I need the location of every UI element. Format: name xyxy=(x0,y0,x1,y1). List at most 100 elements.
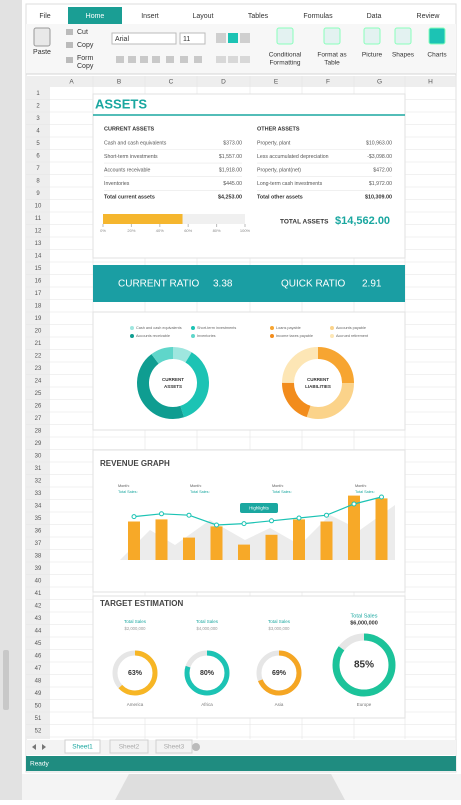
tool-label[interactable]: Table xyxy=(324,60,340,67)
row-header: 8 xyxy=(36,178,40,184)
highlight-pill xyxy=(240,503,278,513)
sheet-tab[interactable] xyxy=(155,739,193,754)
annotation: Month: xyxy=(118,484,130,488)
target-sales-value: $2,000,000 xyxy=(125,626,147,631)
progress-tick-label: 40% xyxy=(156,228,164,233)
align-icon[interactable] xyxy=(228,56,238,63)
font-size[interactable]: 11 xyxy=(183,36,190,43)
legend-label: Short-term investments xyxy=(197,326,236,330)
paste-icon xyxy=(33,27,51,47)
table-label: Property, plant(net) xyxy=(257,168,301,174)
tool-label[interactable]: Conditional xyxy=(269,52,302,59)
progress-tick-label: 100% xyxy=(240,228,251,233)
monitor-side xyxy=(0,0,22,800)
paste-button[interactable]: Paste xyxy=(33,49,51,56)
ribbon-tab[interactable]: Review xyxy=(417,13,441,20)
ribbon-tab[interactable]: File xyxy=(39,13,50,20)
format-icon[interactable] xyxy=(166,56,174,63)
format-copy-button[interactable]: Form xyxy=(77,55,94,62)
section-title: REVENUE GRAPH xyxy=(100,459,170,468)
row-header: 15 xyxy=(35,266,42,272)
revenue-line xyxy=(133,496,382,526)
row-header: 26 xyxy=(35,403,42,409)
revenue-bar xyxy=(210,526,223,560)
row-header: 32 xyxy=(35,478,42,484)
row-header: 22 xyxy=(35,353,42,359)
row-header: 23 xyxy=(35,366,42,372)
gauge-arc xyxy=(112,650,158,696)
ribbon-tab[interactable]: Data xyxy=(367,13,382,20)
tool-label[interactable]: Charts xyxy=(427,52,447,59)
tool-label[interactable]: Shapes xyxy=(392,52,415,59)
donut-segment xyxy=(282,347,354,419)
tool-icon[interactable] xyxy=(323,27,341,45)
sheet-tab-label[interactable]: Sheet2 xyxy=(119,744,140,751)
align-icon[interactable] xyxy=(216,33,226,43)
table-header: OTHER ASSETS xyxy=(257,126,300,132)
copy-button[interactable]: Copy xyxy=(77,42,94,49)
annotation: Total Sales: xyxy=(355,490,375,494)
gauge-label: 69% xyxy=(272,670,287,677)
active-tab xyxy=(68,7,122,24)
gauge-label: 80% xyxy=(200,670,215,677)
sheet-nav-prev[interactable] xyxy=(32,744,36,750)
row-header: 28 xyxy=(35,428,42,434)
ribbon-tab[interactable]: Tables xyxy=(248,13,269,20)
format-icon[interactable] xyxy=(140,56,148,63)
clip-icon xyxy=(66,42,73,48)
row-header: 6 xyxy=(36,153,40,159)
row-header: 49 xyxy=(35,691,42,697)
format-icon[interactable] xyxy=(116,56,124,63)
tool-icon[interactable] xyxy=(363,27,381,45)
tool-label[interactable]: Picture xyxy=(362,52,383,59)
format-icon[interactable] xyxy=(180,56,188,63)
table-total: $10,309.00 xyxy=(365,194,392,200)
annotation: Month: xyxy=(190,484,202,488)
sheet-tab-label[interactable]: Sheet3 xyxy=(164,744,185,751)
gauge-arc xyxy=(256,650,302,696)
target-region: Europe xyxy=(357,702,372,707)
ribbon-tab[interactable]: Insert xyxy=(141,13,159,20)
tool-label[interactable]: Format as xyxy=(317,52,347,59)
column-header: D xyxy=(221,79,226,86)
format-icon[interactable] xyxy=(152,56,160,63)
format-copy-button[interactable]: Copy xyxy=(77,63,94,70)
cut-button[interactable]: Cut xyxy=(77,29,88,36)
annotation: Total Sales: xyxy=(190,490,210,494)
add-sheet[interactable] xyxy=(192,743,200,751)
revenue-bar xyxy=(375,498,388,560)
font-name[interactable]: Arial xyxy=(115,36,129,43)
format-icon[interactable] xyxy=(128,56,136,63)
donut-segment xyxy=(137,347,209,419)
table-total-label: Total current assets xyxy=(104,194,155,200)
revenue-bar xyxy=(155,519,168,560)
align-icon[interactable] xyxy=(240,56,250,63)
sheet-tab[interactable] xyxy=(64,739,101,754)
progress-fill xyxy=(103,214,183,224)
ribbon-tab[interactable]: Formulas xyxy=(303,13,333,20)
sheet-tab[interactable] xyxy=(109,739,149,754)
format-icon[interactable] xyxy=(194,56,202,63)
target-region: Africa xyxy=(201,702,213,707)
sheet-tab-label[interactable]: Sheet1 xyxy=(72,744,93,751)
align-icon[interactable] xyxy=(216,56,226,63)
ratio-label: CURRENT RATIO xyxy=(118,279,200,290)
align-icon[interactable] xyxy=(228,33,238,43)
table-value: $1,918.00 xyxy=(219,168,242,174)
tool-icon[interactable] xyxy=(276,27,294,45)
dashboard-card xyxy=(92,93,406,259)
section-title: ASSETS xyxy=(95,96,147,111)
tool-label[interactable]: Formatting xyxy=(269,60,300,67)
column-header: F xyxy=(326,79,330,86)
sheet-nav-next[interactable] xyxy=(42,744,46,750)
align-icon[interactable] xyxy=(240,33,250,43)
revenue-bar xyxy=(183,537,195,560)
table-value: -$3,098.00 xyxy=(367,154,392,160)
legend-label: Accounts receivable xyxy=(136,334,170,338)
progress-tick-label: 0% xyxy=(100,228,106,233)
status-text: Ready xyxy=(30,761,50,768)
tool-icon[interactable] xyxy=(428,27,446,45)
ribbon-tab[interactable]: Layout xyxy=(192,13,213,20)
tool-icon[interactable] xyxy=(394,27,412,45)
ribbon-tab[interactable]: Home xyxy=(86,13,105,20)
